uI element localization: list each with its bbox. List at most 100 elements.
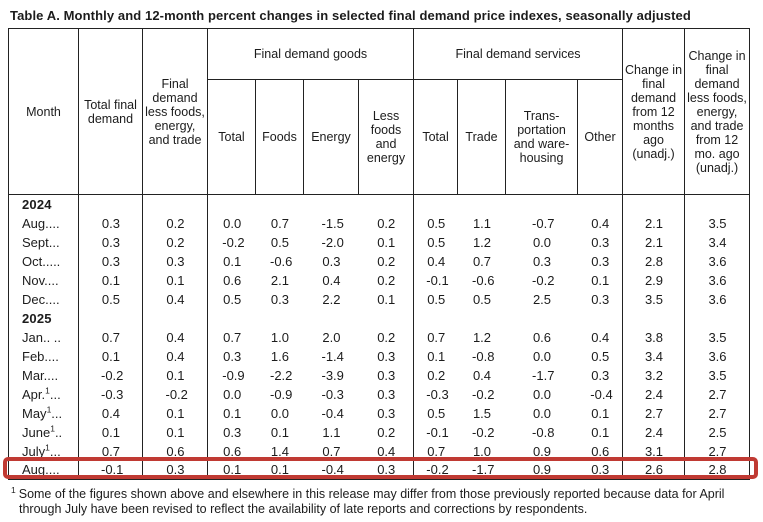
table-title: Table A. Monthly and 12-month percent ch… (10, 8, 691, 23)
month-cell: Sept... (22, 234, 60, 250)
value-cell: -0.1 (78, 460, 143, 480)
value-cell: 0.2 (377, 272, 396, 288)
value-cell: 0.3 (377, 405, 396, 421)
value-cell: 2.7 (684, 384, 750, 404)
value-cell: 0.4 (413, 251, 458, 271)
value-cell: -1.5 (321, 215, 344, 231)
value-cell: 1.6 (270, 348, 289, 364)
value-cell: -1.7 (532, 367, 555, 383)
value-cell: 0.1 (591, 424, 610, 440)
month-cell: June1.. (22, 423, 63, 440)
col-header-fd-less-fet: Final demand less foods, energy, and tra… (142, 28, 208, 195)
month-cell: Feb.... (22, 348, 59, 364)
value-cell: 1.0 (472, 443, 492, 459)
value-cell: 0.4 (142, 346, 208, 366)
value-cell: -0.1 (413, 422, 458, 442)
value-cell: 0.5 (78, 289, 143, 309)
value-cell: -0.8 (532, 424, 555, 440)
empty-cell (413, 308, 458, 328)
value-cell: 0.3 (532, 253, 552, 269)
year-row: 2024 (9, 194, 750, 214)
value-cell: 0.7 (207, 327, 256, 347)
value-cell: -3.9 (321, 367, 344, 383)
value-cell: 0.1 (270, 424, 289, 440)
value-cell: -0.2 (472, 424, 495, 440)
empty-cell (506, 309, 578, 328)
footnote-marker: 1 (11, 484, 16, 495)
empty-cell (359, 309, 414, 328)
col-header-goods-foods: Foods (255, 79, 304, 195)
data-row: May1... 0.4 0.1 0.1 0.0 -0.4 0.3 0.5 1.5 0.0 0.1 2.… (9, 403, 750, 423)
value-cell: -0.2 (207, 232, 256, 252)
value-cell: 0.7 (322, 443, 341, 459)
value-cell: 2.4 (622, 422, 685, 442)
data-row: Sept... 0.3 0.2 -0.2 0.5 -2.0 0.1 0.5 1.2 0.0 0.3 2… (9, 232, 750, 252)
month-cell: Aug.... (22, 462, 60, 478)
value-cell: 2.0 (322, 329, 341, 345)
value-cell: 0.4 (142, 327, 208, 347)
data-row: Dec.... 0.5 0.4 0.5 0.3 2.2 0.1 0.5 0.5 2.5 0.3 3.5… (9, 289, 750, 309)
empty-cell (207, 308, 256, 328)
value-cell: 0.1 (78, 346, 143, 366)
col-header-month: Month (8, 28, 79, 195)
value-cell: 0.1 (78, 422, 143, 442)
value-cell: 0.7 (413, 327, 458, 347)
value-cell: 0.1 (591, 405, 610, 421)
value-cell: 0.1 (207, 251, 256, 271)
value-cell: -0.2 (532, 272, 555, 288)
value-cell: 0.3 (377, 462, 396, 478)
value-cell: 0.2 (377, 424, 396, 440)
value-cell: 0.0 (532, 348, 552, 364)
revision-footnote-marker: 1 (46, 404, 52, 415)
empty-cell (78, 308, 143, 328)
col-header-goods-total: Total (207, 79, 256, 195)
value-cell: 0.3 (322, 253, 341, 269)
value-cell: 0.9 (532, 443, 552, 459)
month-cell: Mar.... (22, 367, 59, 383)
data-row: Nov.... 0.1 0.1 0.6 2.1 0.4 0.2 -0.1 -0.6 -0.2 0.1… (9, 270, 750, 290)
value-cell: 2.7 (684, 403, 750, 423)
value-cell: -2.0 (321, 234, 344, 250)
col-header-services-total: Total (413, 79, 459, 195)
value-cell: 1.2 (472, 329, 492, 345)
value-cell: -0.6 (472, 272, 495, 288)
empty-cell (578, 195, 623, 214)
value-cell: 0.5 (472, 291, 492, 307)
value-cell: 0.3 (377, 386, 396, 402)
empty-cell (458, 309, 506, 328)
empty-cell (622, 308, 685, 328)
value-cell: 0.3 (591, 367, 610, 383)
revision-footnote-marker: 1 (50, 423, 55, 434)
value-cell: 0.7 (413, 441, 458, 461)
value-cell: 0.9 (532, 462, 552, 478)
empty-cell (207, 194, 256, 214)
value-cell: 0.4 (472, 367, 492, 383)
header-row-subcolumns: Total Foods Energy Less foods and energy… (9, 79, 750, 195)
value-cell: -0.9 (207, 365, 256, 385)
value-cell: 2.7 (622, 403, 685, 423)
value-cell: 0.2 (377, 253, 396, 269)
value-cell: 3.8 (622, 327, 685, 347)
empty-cell (359, 195, 414, 214)
footnote: 1 Some of the figures shown above and els… (11, 484, 749, 518)
price-index-table: Month Total final demand Final demand le… (8, 28, 751, 480)
value-cell: 0.6 (591, 443, 610, 459)
col-header-goods-energy: Energy (303, 79, 359, 195)
empty-cell (256, 309, 304, 328)
value-cell: 0.6 (532, 329, 552, 345)
year-label: 2025 (22, 310, 52, 326)
value-cell: 0.2 (377, 215, 396, 231)
value-cell: -0.3 (413, 384, 458, 404)
month-cell: Jan.. .. (22, 329, 62, 345)
col-header-total-final-demand: Total final demand (78, 28, 143, 195)
data-row: Aug.... 0.3 0.2 0.0 0.7 -1.5 0.2 0.5 1.1 -0.7 0.4 2… (9, 213, 750, 233)
value-cell: 2.9 (622, 270, 685, 290)
value-cell: 1.4 (270, 443, 289, 459)
value-cell: 3.5 (684, 365, 750, 385)
value-cell: 0.2 (377, 329, 396, 345)
value-cell: -0.9 (270, 386, 293, 402)
value-cell: -0.8 (472, 348, 495, 364)
value-cell: 0.3 (591, 291, 610, 307)
value-cell: 0.6 (207, 441, 256, 461)
